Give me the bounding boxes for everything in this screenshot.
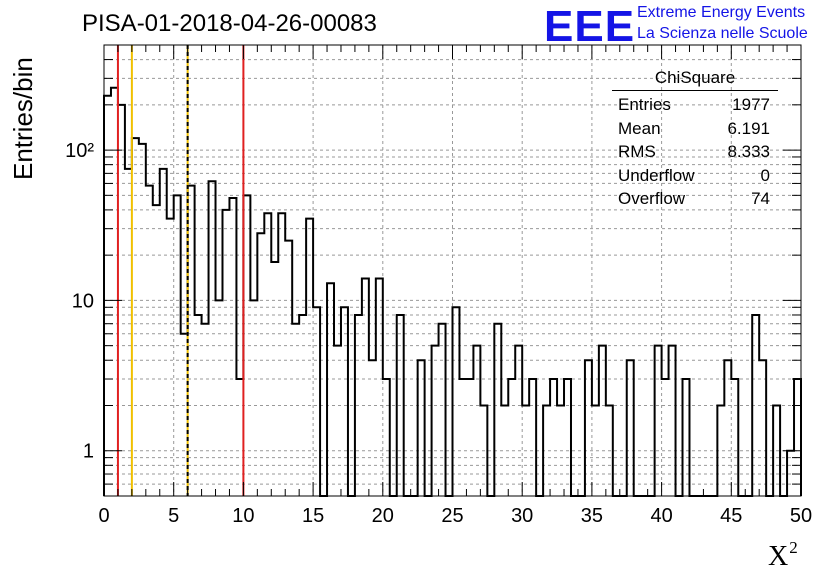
stats-row-entries: Entries 1977: [612, 93, 778, 117]
x-tick-label: 35: [581, 505, 603, 527]
stats-row-mean: Mean 6.191: [612, 117, 778, 141]
stats-label: Underflow: [618, 165, 695, 185]
stats-value: 8.333: [727, 142, 770, 161]
stats-box: ChiSquare Entries 1977 Mean 6.191 RMS 8.…: [612, 68, 778, 211]
stats-value: 0: [760, 165, 770, 185]
y-tick-label: 10²: [65, 140, 94, 162]
x-tick-label: 30: [511, 505, 533, 527]
stats-title: ChiSquare: [612, 68, 778, 91]
x-tick-label: 45: [720, 505, 742, 527]
stats-row-overflow: Overflow 74: [612, 187, 778, 211]
stats-value: 74: [751, 189, 770, 208]
x-tick-label: 0: [98, 505, 109, 527]
stats-label: Overflow: [618, 189, 686, 208]
eee-logo: EEE: [544, 2, 636, 51]
x-tick-label: 50: [790, 505, 812, 527]
y-axis-label: Entries/bin: [8, 57, 38, 180]
x-tick-label: 5: [168, 505, 179, 527]
logo-line-2: La Scienza nelle Scuole: [637, 25, 808, 42]
y-tick-label: 1: [83, 441, 94, 463]
stats-row-underflow: Underflow 0: [612, 164, 778, 188]
x-tick-label: 25: [441, 505, 463, 527]
x-tick-label: 40: [650, 505, 672, 527]
logo-line-1: Extreme Energy Events: [637, 4, 806, 21]
stats-label: Entries: [618, 95, 671, 114]
x-tick-label: 10: [232, 505, 254, 527]
x-tick-label: 15: [302, 505, 324, 527]
stats-label: Mean: [618, 118, 661, 138]
stats-row-rms: RMS 8.333: [612, 140, 778, 164]
y-tick-label: 10: [72, 290, 94, 312]
stats-value: 1977: [732, 95, 770, 114]
x-tick-label: 20: [372, 505, 394, 527]
stats-value: 6.191: [727, 118, 770, 138]
stats-label: RMS: [618, 142, 656, 161]
chart-title: PISA-01-2018-04-26-00083: [82, 10, 377, 37]
x-axis-label: X2: [768, 538, 798, 572]
